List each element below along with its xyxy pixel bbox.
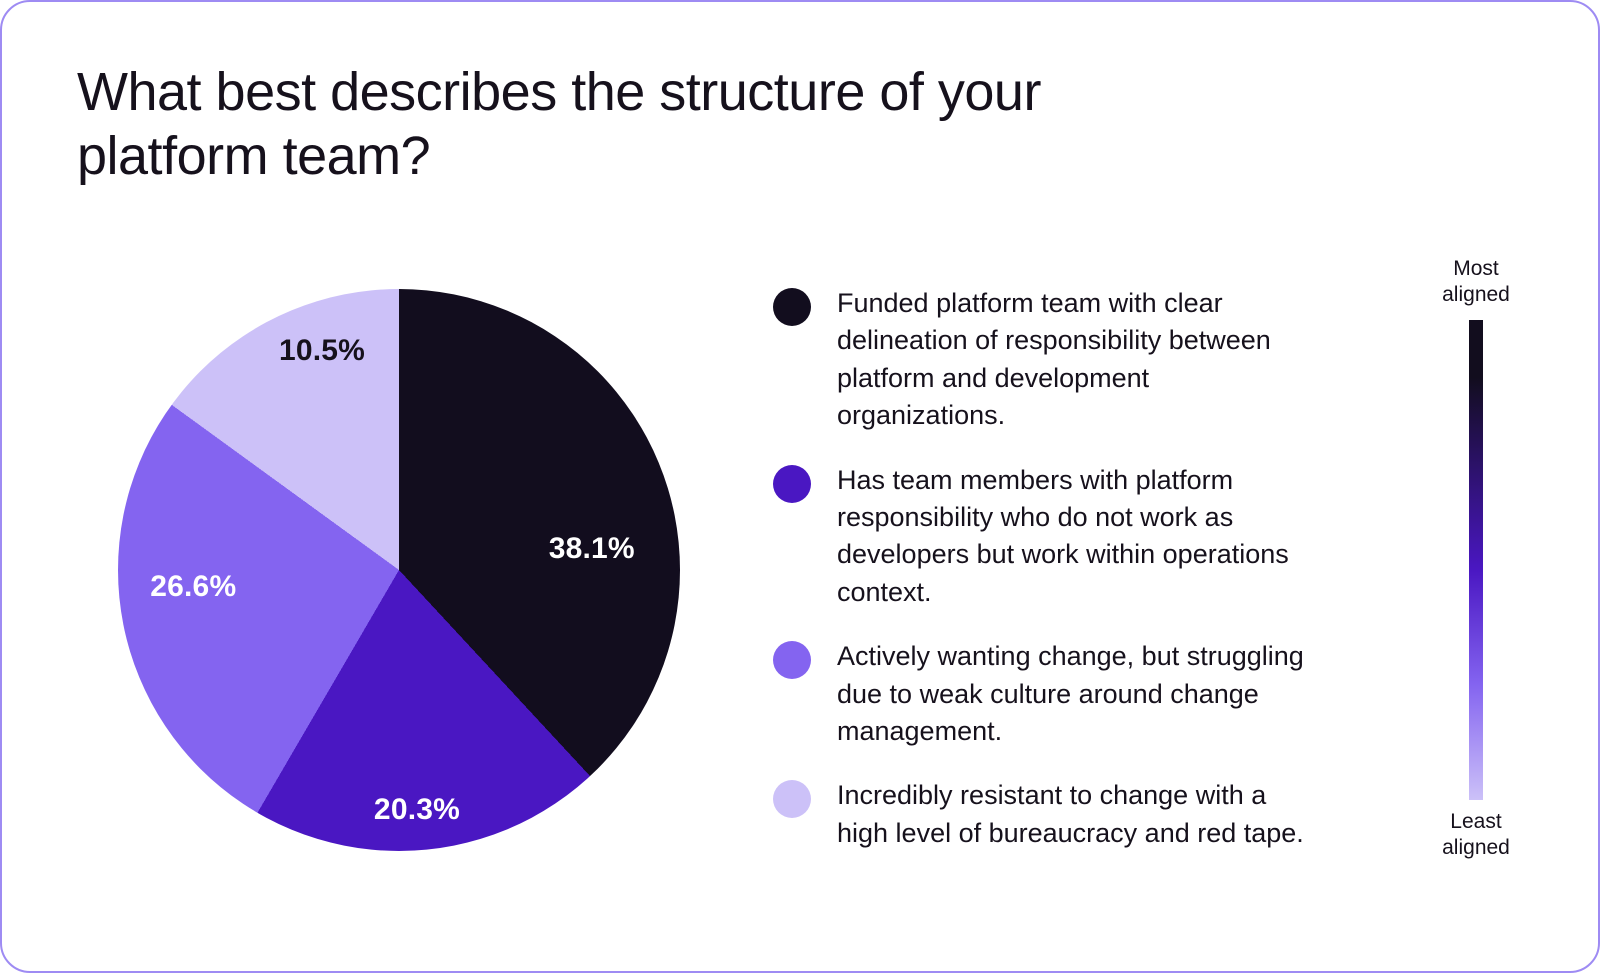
legend-item: Actively wanting change, but struggling …: [773, 638, 1304, 750]
alignment-scale: Most aligned Least aligned: [1406, 256, 1546, 861]
legend: Funded platform team with clear delineat…: [773, 285, 1304, 852]
pie-chart: 38.1% 20.3% 26.6% 10.5%: [118, 289, 680, 851]
legend-item-label: Funded platform team with clear delineat…: [837, 288, 1271, 431]
legend-item-label: Actively wanting change, but struggling …: [837, 641, 1304, 746]
pie-slice-label: 38.1%: [548, 532, 635, 566]
scale-top-label: Most aligned: [1442, 257, 1510, 307]
chart-title: What best describes the structure of you…: [77, 62, 1041, 187]
legend-item: Funded platform team with clear delineat…: [773, 285, 1304, 435]
legend-bullet-icon: [773, 464, 811, 503]
legend-item: Incredibly resistant to change with a hi…: [773, 777, 1304, 852]
scale-bottom-label: Least aligned: [1442, 810, 1510, 860]
alignment-gradient-bar-icon: [1469, 320, 1483, 801]
legend-item-label: Incredibly resistant to change with a hi…: [837, 780, 1304, 848]
legend-bullet-icon: [773, 288, 811, 326]
pie-slice-label: 26.6%: [150, 569, 237, 603]
pie-slice-label: 20.3%: [373, 792, 461, 826]
legend-bullet-icon: [773, 641, 811, 680]
pie-slice-label: 10.5%: [278, 333, 366, 367]
legend-item-label: Has team members with platform responsib…: [837, 464, 1289, 607]
legend-item: Has team members with platform responsib…: [773, 462, 1304, 612]
pie-graphic: [118, 289, 680, 851]
legend-bullet-icon: [773, 780, 811, 819]
